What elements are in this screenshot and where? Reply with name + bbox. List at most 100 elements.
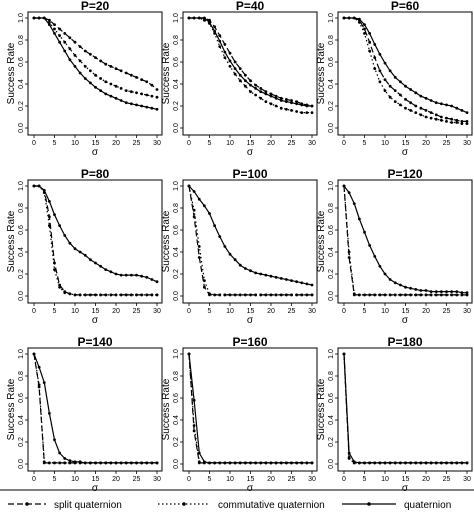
y-tick-label: 0.0 [328, 459, 335, 469]
legend-label: commutative quaternion [218, 500, 325, 511]
data-point [145, 80, 149, 84]
data-point [388, 278, 392, 281]
data-point [99, 293, 103, 297]
x-axis-label: σ [402, 315, 409, 326]
x-tick-label: 30 [153, 140, 161, 147]
data-point [223, 293, 227, 297]
data-point [145, 93, 149, 97]
data-point [378, 461, 382, 465]
data-point [378, 69, 382, 73]
data-point [300, 111, 304, 114]
data-point [352, 292, 356, 296]
data-point [310, 104, 314, 108]
data-point [47, 224, 51, 228]
y-tick-label: 0.4 [173, 79, 180, 89]
data-point [445, 120, 448, 123]
data-point [429, 290, 433, 293]
x-tick-label: 15 [247, 308, 255, 315]
x-tick-label: 25 [288, 308, 296, 315]
data-point [419, 293, 423, 297]
data-point [218, 39, 222, 43]
y-tick-label: 0.6 [18, 393, 25, 403]
y-tick-label: 0.6 [18, 57, 25, 67]
data-point [368, 40, 372, 44]
data-point [305, 111, 309, 114]
data-point [42, 16, 46, 20]
data-point [388, 95, 392, 99]
data-point [290, 293, 293, 297]
data-point [202, 460, 206, 464]
data-point [99, 89, 103, 92]
data-point [88, 81, 92, 85]
data-point [259, 272, 263, 276]
data-point [135, 76, 138, 79]
x-tick-label: 15 [92, 308, 100, 315]
data-point [264, 273, 268, 277]
data-point [243, 267, 247, 270]
data-point [187, 16, 191, 20]
data-point [284, 461, 288, 465]
data-point [295, 110, 299, 113]
data-point [233, 72, 237, 76]
data-point [347, 456, 351, 459]
data-point [414, 104, 418, 108]
x-tick-label: 5 [208, 476, 212, 483]
data-point [197, 16, 201, 20]
data-point [398, 103, 402, 107]
data-point [259, 461, 263, 465]
data-point [393, 76, 397, 79]
data-point [83, 293, 87, 297]
data-point [53, 32, 56, 35]
data-point [357, 461, 361, 465]
data-point [63, 457, 67, 460]
y-axis-label: Success Rate [6, 42, 17, 104]
x-tick-label: 30 [153, 476, 161, 483]
data-point [109, 94, 113, 98]
x-tick-label: 10 [71, 140, 79, 147]
y-tick-label: 0.8 [173, 35, 180, 45]
data-point [465, 461, 469, 465]
legend-marker [367, 502, 371, 506]
series-line-commutative-quaternion [33, 353, 157, 464]
legend-marker [182, 502, 186, 506]
x-axis-label: σ [92, 483, 99, 494]
data-point [460, 122, 464, 125]
data-point [434, 293, 438, 297]
data-point [129, 461, 133, 465]
y-axis-label: Success Rate [6, 378, 17, 440]
y-tick-label: 0.4 [18, 247, 25, 257]
data-point [460, 109, 464, 112]
x-axis-label: σ [92, 315, 99, 326]
panel-p-40: P=40 0 5 10 15 20 25 30 0.0 0.2 0.4 0.6 0.8 1.0 σ Succe… [161, 0, 318, 158]
x-tick-label: 20 [112, 140, 120, 147]
data-point [140, 78, 144, 81]
data-point [155, 88, 159, 91]
plot-frame [337, 11, 473, 136]
data-point [104, 268, 108, 271]
data-point [218, 293, 222, 297]
series-line-commutative-quaternion [343, 353, 467, 464]
y-tick-label: 0.4 [173, 415, 180, 425]
series-line-split-quaternion [188, 185, 312, 296]
panel-title: P=40 [236, 0, 265, 13]
data-point [37, 383, 41, 387]
x-tick-label: 5 [363, 476, 367, 483]
data-point [78, 71, 82, 75]
data-point [373, 56, 377, 59]
data-point [145, 275, 149, 279]
data-point [419, 113, 423, 117]
data-point [264, 92, 268, 96]
data-point [140, 104, 144, 108]
y-tick-label: 0.4 [328, 79, 335, 89]
data-point [228, 252, 232, 256]
data-point [73, 40, 77, 44]
data-point [295, 280, 299, 284]
data-point [218, 45, 222, 48]
data-point [187, 184, 191, 188]
y-tick-label: 0.6 [18, 225, 25, 235]
data-point [357, 293, 361, 297]
data-point [439, 115, 443, 119]
data-point [404, 293, 407, 297]
data-point [83, 65, 87, 68]
data-point [363, 23, 366, 26]
